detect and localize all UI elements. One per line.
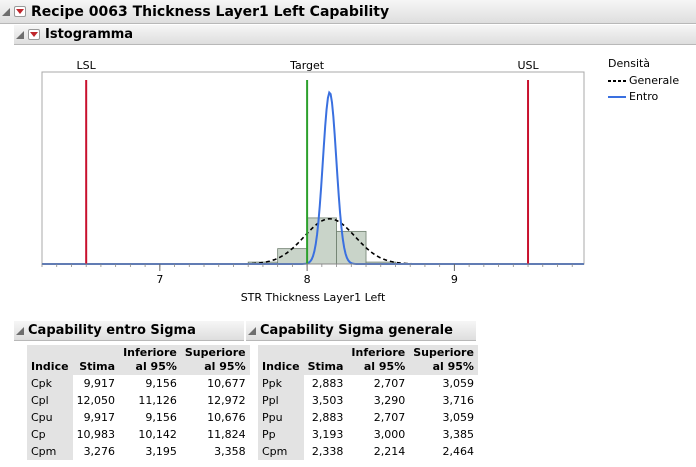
dashed-line-icon <box>608 79 626 82</box>
value-cell: 11,126 <box>138 394 177 407</box>
solid-line-icon <box>608 95 626 98</box>
table-row: Cpl 12,050 11,126 12,972 <box>27 392 250 409</box>
column-header: Superiore al 95% <box>180 345 250 375</box>
spec-label-usl: USL <box>517 59 539 72</box>
column-header: Stima <box>303 345 348 375</box>
value-cell: 10,676 <box>207 411 246 424</box>
value-cell: 2,338 <box>311 445 344 458</box>
spec-label-lsl: LSL <box>77 59 97 72</box>
table-row: Cpu 9,917 9,156 10,676 <box>27 409 250 426</box>
x-tick-label: 7 <box>156 273 163 286</box>
value-cell: 12,972 <box>207 394 246 407</box>
overall-sigma-title: Capability Sigma generale <box>260 323 453 338</box>
index-cell: Pp <box>258 426 304 443</box>
histogram-header: Istogramma <box>14 25 696 45</box>
table-row: Cpk 9,917 9,156 10,677 <box>27 375 250 392</box>
value-cell: 11,824 <box>207 428 246 441</box>
table-row: Cp 10,983 10,142 11,824 <box>27 426 250 443</box>
value-cell: 2,214 <box>373 445 406 458</box>
value-cell: 3,059 <box>442 377 474 390</box>
x-tick-label: 9 <box>451 273 458 286</box>
within-sigma-table: Indice Stima Inferiore al 95% Superiore al 95… <box>27 345 250 460</box>
value-cell: 9,156 <box>145 377 177 390</box>
within-sigma-title: Capability entro Sigma <box>28 323 196 338</box>
value-cell: 3,276 <box>83 445 116 458</box>
within-sigma-header: Capability entro Sigma <box>14 321 244 341</box>
value-cell: 10,142 <box>138 428 177 441</box>
value-cell: 2,707 <box>373 377 406 390</box>
table-row: Ppl 3,503 3,290 3,716 <box>258 392 478 409</box>
report-title: Recipe 0063 Thickness Layer1 Left Capabi… <box>31 3 390 20</box>
table-row: Cpm 2,338 2,214 2,464 <box>258 443 478 460</box>
table-row: Ppk 2,883 2,707 3,059 <box>258 375 478 392</box>
overall-sigma-header: Capability Sigma generale <box>246 321 476 341</box>
index-cell: Cp <box>27 426 73 443</box>
report-header: Recipe 0063 Thickness Layer1 Left Capabi… <box>0 0 696 24</box>
value-cell: 3,716 <box>442 394 474 407</box>
index-cell: Ppl <box>258 392 304 409</box>
table-row: Ppu 2,883 2,707 3,059 <box>258 409 478 426</box>
red-triangle-menu-icon[interactable] <box>28 29 40 40</box>
table-row: Pp 3,193 3,000 3,385 <box>258 426 478 443</box>
column-header: Superiore al 95% <box>409 345 478 375</box>
value-cell: 2,464 <box>442 445 474 458</box>
x-axis-label: STR Thickness Layer1 Left <box>241 291 386 304</box>
x-tick-label: 8 <box>304 273 311 286</box>
value-cell: 9,917 <box>83 377 116 390</box>
column-header: Indice <box>258 345 304 375</box>
index-cell: Cpk <box>27 375 73 392</box>
disclosure-triangle-icon[interactable] <box>16 326 24 335</box>
value-cell: 10,983 <box>76 428 116 441</box>
column-header: Inferiore al 95% <box>347 345 410 375</box>
value-cell: 2,883 <box>311 411 344 424</box>
column-header: Stima <box>72 345 120 375</box>
value-cell: 3,195 <box>145 445 177 458</box>
value-cell: 3,290 <box>373 394 406 407</box>
histogram-title: Istogramma <box>45 27 134 42</box>
index-cell: Cpm <box>258 443 304 460</box>
legend-label: Entro <box>629 90 659 103</box>
value-cell: 9,917 <box>83 411 116 424</box>
value-cell: 3,503 <box>311 394 344 407</box>
density-curve-generale <box>42 218 584 265</box>
disclosure-triangle-icon[interactable] <box>16 30 24 39</box>
value-cell: 12,050 <box>76 394 116 407</box>
histogram-bar <box>336 230 367 265</box>
disclosure-triangle-icon[interactable] <box>248 326 256 335</box>
value-cell: 10,677 <box>207 377 246 390</box>
index-cell: Ppk <box>258 375 304 392</box>
legend-title: Densità <box>608 57 651 70</box>
legend-label: Generale <box>629 74 680 87</box>
index-cell: Cpu <box>27 409 73 426</box>
table-row: Cpm 3,276 3,195 3,358 <box>27 443 250 460</box>
red-triangle-menu-icon[interactable] <box>14 6 26 17</box>
index-cell: Cpm <box>27 443 73 460</box>
column-header: Indice <box>27 345 73 375</box>
index-cell: Ppu <box>258 409 304 426</box>
value-cell: 2,883 <box>311 377 344 390</box>
value-cell: 3,193 <box>311 428 344 441</box>
value-cell: 3,385 <box>442 428 474 441</box>
value-cell: 3,358 <box>214 445 246 458</box>
overall-sigma-table: Indice Stima Inferiore al 95% Superiore al 95… <box>258 345 478 460</box>
histogram-chart: LSL Target USL 7 8 9 STR Thickness Layer1 Le… <box>41 59 585 304</box>
disclosure-triangle-icon[interactable] <box>2 7 10 16</box>
value-cell: 3,000 <box>373 428 406 441</box>
column-header: Inferiore al 95% <box>119 345 181 375</box>
legend-item-generale: Generale <box>607 74 679 87</box>
value-cell: 9,156 <box>145 411 177 424</box>
legend-item-entro: Entro <box>607 90 658 103</box>
value-cell: 3,059 <box>442 411 474 424</box>
value-cell: 2,707 <box>373 411 406 424</box>
spec-label-target: Target <box>289 59 325 72</box>
index-cell: Cpl <box>27 392 73 409</box>
